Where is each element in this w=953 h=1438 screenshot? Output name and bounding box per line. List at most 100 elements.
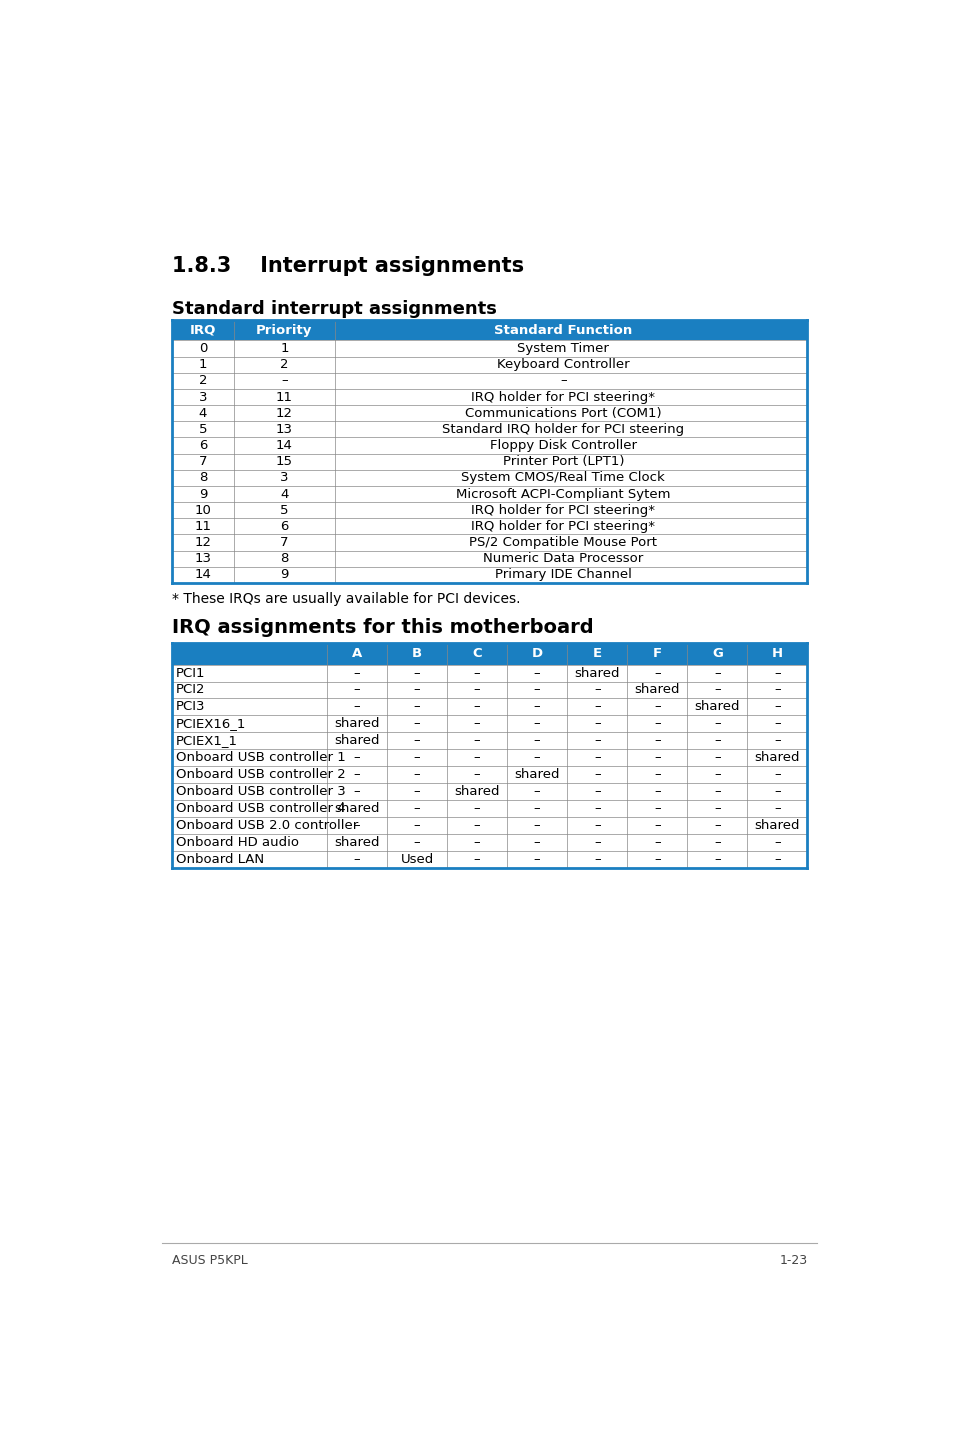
Text: 3: 3 xyxy=(280,472,288,485)
Text: 9: 9 xyxy=(280,568,288,581)
Text: shared: shared xyxy=(454,785,499,798)
Text: 14: 14 xyxy=(275,439,293,452)
Text: –: – xyxy=(773,683,780,696)
Text: Primary IDE Channel: Primary IDE Channel xyxy=(495,568,631,581)
Text: –: – xyxy=(773,785,780,798)
Text: Onboard USB controller 2: Onboard USB controller 2 xyxy=(175,768,345,781)
Text: –: – xyxy=(594,751,600,764)
Text: shared: shared xyxy=(514,768,559,781)
Text: shared: shared xyxy=(334,718,379,731)
Text: –: – xyxy=(654,835,659,848)
Text: * These IRQs are usually available for PCI devices.: * These IRQs are usually available for P… xyxy=(172,592,520,607)
Bar xyxy=(172,341,806,357)
Text: –: – xyxy=(773,853,780,866)
Bar xyxy=(172,800,806,817)
Text: –: – xyxy=(773,835,780,848)
Text: –: – xyxy=(559,374,566,387)
Bar xyxy=(172,551,806,567)
Text: shared: shared xyxy=(754,820,800,833)
Text: 5: 5 xyxy=(198,423,207,436)
Text: PCIEX1_1: PCIEX1_1 xyxy=(175,735,237,748)
Text: 8: 8 xyxy=(198,472,207,485)
Text: –: – xyxy=(534,785,540,798)
Bar xyxy=(172,682,806,699)
Bar xyxy=(172,664,806,682)
Bar xyxy=(172,453,806,470)
Text: –: – xyxy=(713,853,720,866)
Text: 1-23: 1-23 xyxy=(779,1254,806,1267)
Text: F: F xyxy=(652,647,661,660)
Text: 6: 6 xyxy=(198,439,207,452)
Text: –: – xyxy=(414,802,420,815)
Text: –: – xyxy=(414,785,420,798)
Text: G: G xyxy=(711,647,722,660)
Text: 1.8.3    Interrupt assignments: 1.8.3 Interrupt assignments xyxy=(172,256,523,276)
Text: –: – xyxy=(773,735,780,748)
Text: Standard Function: Standard Function xyxy=(494,324,632,336)
Text: IRQ holder for PCI steering*: IRQ holder for PCI steering* xyxy=(471,521,655,533)
Text: –: – xyxy=(713,802,720,815)
Text: –: – xyxy=(474,667,480,680)
Text: Standard IRQ holder for PCI steering: Standard IRQ holder for PCI steering xyxy=(442,423,683,436)
Text: 10: 10 xyxy=(194,503,212,516)
Text: shared: shared xyxy=(574,667,619,680)
Bar xyxy=(172,851,806,869)
Text: –: – xyxy=(414,820,420,833)
Text: –: – xyxy=(713,735,720,748)
Text: –: – xyxy=(654,718,659,731)
Text: –: – xyxy=(474,853,480,866)
Text: –: – xyxy=(354,667,360,680)
Bar xyxy=(172,421,806,437)
Text: –: – xyxy=(773,768,780,781)
Text: IRQ holder for PCI steering*: IRQ holder for PCI steering* xyxy=(471,391,655,404)
Text: –: – xyxy=(534,718,540,731)
Text: ASUS P5KPL: ASUS P5KPL xyxy=(172,1254,248,1267)
Text: 13: 13 xyxy=(275,423,293,436)
Text: –: – xyxy=(414,768,420,781)
Text: Microsoft ACPI-Compliant Sytem: Microsoft ACPI-Compliant Sytem xyxy=(456,487,670,500)
Text: –: – xyxy=(713,667,720,680)
Text: –: – xyxy=(534,820,540,833)
Text: –: – xyxy=(414,718,420,731)
Text: –: – xyxy=(354,820,360,833)
Text: Onboard USB controller 3: Onboard USB controller 3 xyxy=(175,785,345,798)
Text: PCI2: PCI2 xyxy=(175,683,205,696)
Bar xyxy=(172,643,806,664)
Text: 2: 2 xyxy=(198,374,207,387)
Text: –: – xyxy=(773,802,780,815)
Bar xyxy=(172,567,806,582)
Bar xyxy=(172,486,806,502)
Text: –: – xyxy=(414,751,420,764)
Text: 9: 9 xyxy=(198,487,207,500)
Bar xyxy=(172,388,806,406)
Text: –: – xyxy=(474,683,480,696)
Text: –: – xyxy=(474,820,480,833)
Text: –: – xyxy=(713,751,720,764)
Text: –: – xyxy=(713,820,720,833)
Text: –: – xyxy=(713,718,720,731)
Text: –: – xyxy=(654,735,659,748)
Text: C: C xyxy=(472,647,481,660)
Bar xyxy=(172,321,806,341)
Text: IRQ holder for PCI steering*: IRQ holder for PCI steering* xyxy=(471,503,655,516)
Text: shared: shared xyxy=(334,835,379,848)
Text: A: A xyxy=(352,647,362,660)
Text: –: – xyxy=(594,835,600,848)
Text: –: – xyxy=(474,700,480,713)
Text: –: – xyxy=(354,768,360,781)
Text: –: – xyxy=(414,683,420,696)
Bar xyxy=(172,732,806,749)
Text: 15: 15 xyxy=(275,456,293,469)
Text: 12: 12 xyxy=(194,536,212,549)
Text: shared: shared xyxy=(634,683,679,696)
Text: –: – xyxy=(474,802,480,815)
Bar xyxy=(172,372,806,388)
Text: –: – xyxy=(594,768,600,781)
Text: 11: 11 xyxy=(194,521,212,533)
Text: –: – xyxy=(534,700,540,713)
Text: –: – xyxy=(354,683,360,696)
Text: Floppy Disk Controller: Floppy Disk Controller xyxy=(489,439,637,452)
Text: 6: 6 xyxy=(280,521,288,533)
Text: 12: 12 xyxy=(275,407,293,420)
Text: 1: 1 xyxy=(198,358,207,371)
